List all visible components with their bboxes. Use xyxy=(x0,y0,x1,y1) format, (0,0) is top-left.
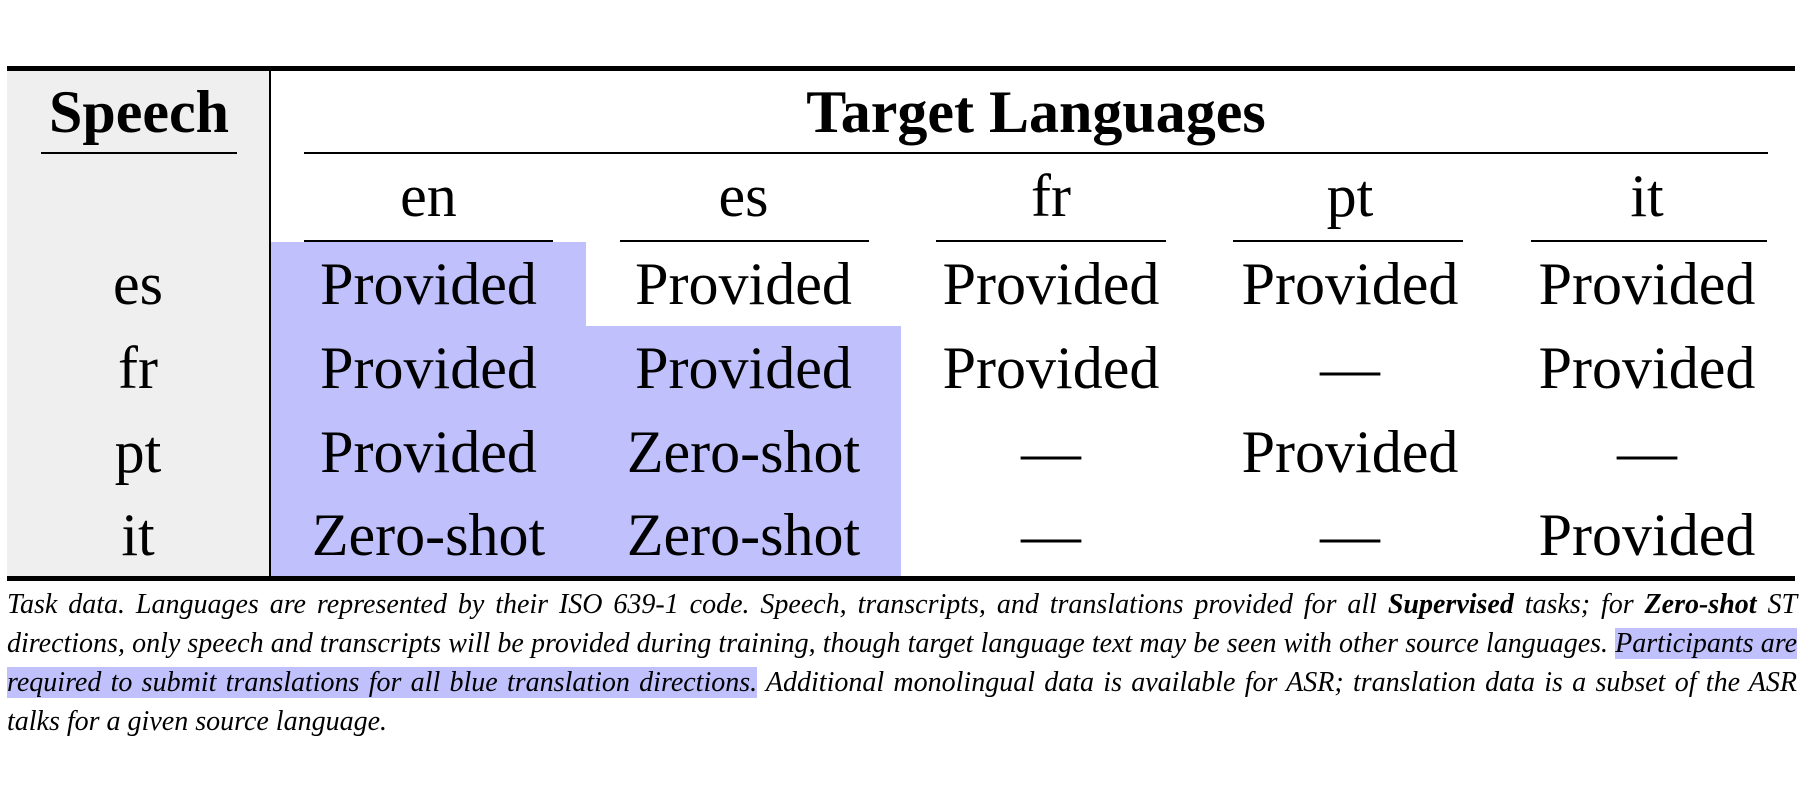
target-languages-underline xyxy=(304,152,1768,154)
target-languages-header: Target Languages xyxy=(806,79,1266,145)
caption-text: tasks; for xyxy=(1513,589,1645,620)
table-cell: Provided xyxy=(586,326,901,410)
row-source-es: es xyxy=(113,251,163,317)
row-source-pt: pt xyxy=(114,418,162,485)
speech-header: Speech xyxy=(49,79,229,145)
table-cell: — xyxy=(1021,501,1081,568)
column-header-en: en xyxy=(400,163,457,229)
table-cell: — xyxy=(1021,418,1081,485)
speech-header-underline xyxy=(41,152,237,154)
row-source-fr: fr xyxy=(118,335,158,401)
column-underline-fr xyxy=(936,240,1166,242)
column-underline-pt xyxy=(1233,240,1463,242)
table-cell: — xyxy=(1617,418,1677,485)
table-bottom-rule xyxy=(7,576,1795,581)
table-cell: Provided xyxy=(271,242,586,326)
caption-text: Task data. Languages are represented by … xyxy=(7,589,1388,620)
task-data-table: Speech Target Languages en es fr pt it e… xyxy=(7,66,1795,581)
table-cell: Provided xyxy=(271,326,586,410)
caption-text: Additional monolingual data is available… xyxy=(7,667,1797,737)
table-cell: Provided xyxy=(1241,418,1459,485)
table-cell: Provided xyxy=(271,410,586,493)
row-source-it: it xyxy=(121,501,155,568)
column-underline-en xyxy=(304,240,553,242)
column-header-fr: fr xyxy=(1031,163,1071,229)
speech-column-background xyxy=(7,71,269,576)
column-header-es: es xyxy=(718,163,769,229)
table-cell: Provided xyxy=(942,335,1160,401)
table-cell: Provided xyxy=(942,251,1160,317)
column-header-it: it xyxy=(1630,163,1664,229)
table-cell: Zero-shot xyxy=(586,493,901,576)
column-header-pt: pt xyxy=(1326,163,1374,229)
speech-column-divider xyxy=(269,71,271,576)
table-cell: Zero-shot xyxy=(586,410,901,493)
caption-bold-supervised: Supervised xyxy=(1387,589,1514,620)
table-caption: Task data. Languages are represented by … xyxy=(7,585,1797,741)
table-cell: Provided xyxy=(635,251,852,317)
column-underline-it xyxy=(1531,240,1767,242)
caption-text: ST directions, only speech and transcrip… xyxy=(7,589,1798,659)
table-cell: — xyxy=(1320,335,1380,401)
table-cell: Provided xyxy=(1241,251,1459,317)
table-cell: Provided xyxy=(1538,251,1756,317)
table-cell: — xyxy=(1320,501,1380,568)
table-cell: Provided xyxy=(1538,335,1756,401)
table-top-rule xyxy=(7,66,1795,71)
column-underline-es xyxy=(620,240,869,242)
table-cell: Provided xyxy=(1538,501,1756,568)
caption-bold-zero-shot: Zero-shot xyxy=(1644,589,1757,620)
table-cell: Zero-shot xyxy=(271,493,586,576)
